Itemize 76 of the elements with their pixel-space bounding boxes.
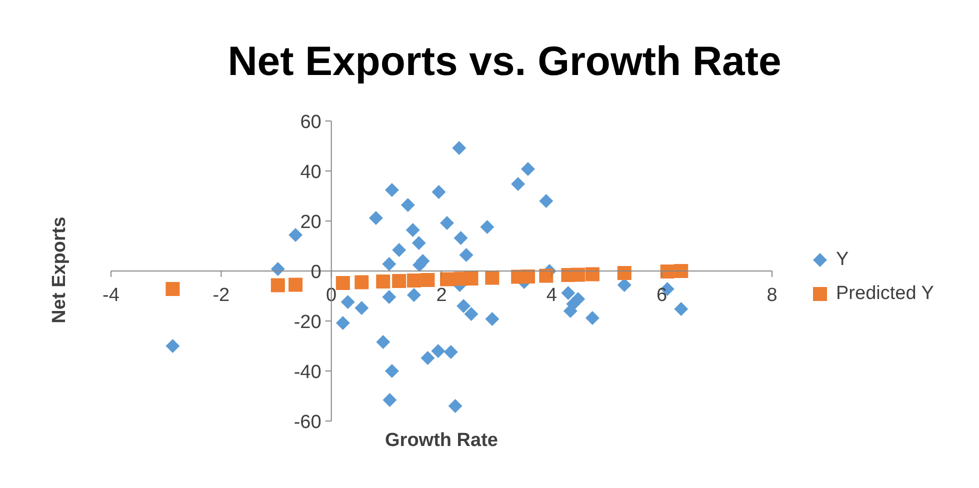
- point: [336, 316, 350, 330]
- point: [674, 264, 688, 278]
- y-tick-label: -20: [294, 312, 322, 333]
- point: [166, 282, 180, 296]
- point: [585, 311, 600, 325]
- x-tick-label: 4: [546, 285, 558, 306]
- point: [440, 272, 454, 286]
- y-tick-label: 40: [300, 162, 322, 183]
- point: [444, 345, 458, 359]
- point: [571, 268, 586, 282]
- point: [288, 228, 303, 242]
- point: [674, 302, 688, 316]
- legend-label: Predicted Y: [836, 283, 934, 305]
- point: [539, 194, 554, 208]
- point: [420, 273, 435, 287]
- legend-label: Y: [836, 249, 849, 271]
- point: [561, 286, 576, 300]
- point: [368, 211, 383, 225]
- point: [270, 278, 285, 292]
- point: [406, 288, 421, 302]
- point: [400, 198, 415, 212]
- point: [270, 262, 285, 276]
- y-tick-label: 60: [300, 112, 322, 133]
- point: [485, 270, 500, 285]
- point: [617, 278, 632, 292]
- point: [452, 141, 466, 155]
- point: [563, 304, 578, 318]
- point: [166, 339, 180, 353]
- point: [480, 220, 494, 234]
- point: [464, 307, 478, 321]
- y-tick-label: 20: [300, 212, 322, 233]
- point: [412, 236, 426, 250]
- point: [520, 270, 535, 284]
- point: [336, 276, 350, 290]
- point: [392, 243, 406, 257]
- point: [617, 266, 632, 280]
- point: [406, 274, 421, 288]
- x-tick-label: 8: [766, 285, 778, 306]
- point: [431, 344, 446, 358]
- chart-title: Net Exports vs. Growth Rate: [226, 38, 782, 85]
- point: [392, 274, 406, 288]
- point: [456, 299, 471, 313]
- x-axis-title: Growth Rate: [385, 430, 498, 451]
- point: [382, 393, 397, 407]
- point: [376, 335, 390, 349]
- point: [448, 399, 462, 413]
- point: [384, 183, 399, 197]
- point: [485, 312, 500, 326]
- point: [406, 223, 420, 237]
- point: [660, 264, 674, 278]
- point: [571, 292, 586, 306]
- point: [440, 216, 454, 230]
- point: [376, 274, 390, 288]
- point: [459, 248, 474, 262]
- point: [539, 268, 554, 283]
- point: [354, 301, 369, 315]
- point: [464, 272, 478, 286]
- y-tick-label: -60: [294, 412, 322, 433]
- point: [585, 267, 600, 282]
- point: [382, 290, 396, 304]
- point: [420, 351, 435, 365]
- x-tick-label: -4: [102, 285, 120, 306]
- point: [384, 364, 399, 378]
- point: [520, 162, 535, 176]
- point: [511, 177, 526, 191]
- x-tick-label: 2: [436, 285, 447, 306]
- point: [454, 231, 468, 245]
- point: [354, 275, 369, 290]
- point: [432, 185, 446, 199]
- x-tick-label: 6: [656, 285, 668, 306]
- point: [340, 295, 355, 309]
- y-tick-label: -40: [294, 362, 322, 383]
- x-tick-label: -2: [212, 285, 230, 306]
- y-axis-title: Net Exports: [49, 216, 71, 326]
- point: [382, 257, 396, 271]
- point: [288, 278, 303, 292]
